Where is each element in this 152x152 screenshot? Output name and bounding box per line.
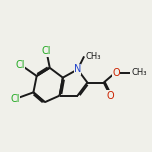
- Text: O: O: [112, 68, 120, 78]
- Text: N: N: [74, 64, 81, 74]
- Text: CH₃: CH₃: [131, 68, 147, 77]
- Text: CH₃: CH₃: [86, 52, 101, 61]
- Text: Cl: Cl: [16, 60, 25, 70]
- Text: Cl: Cl: [42, 47, 51, 56]
- Text: Cl: Cl: [11, 94, 20, 104]
- Text: O: O: [106, 91, 114, 101]
